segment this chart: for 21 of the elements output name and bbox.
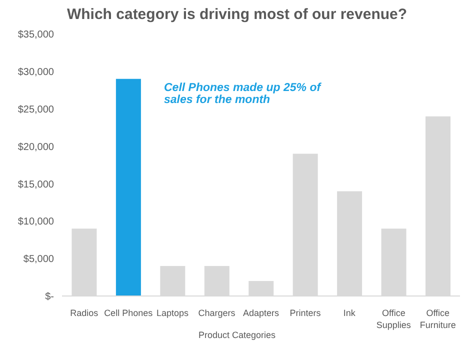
y-tick-label: $30,000 bbox=[18, 66, 54, 78]
x-tick-label: Office Supplies bbox=[376, 308, 412, 330]
y-tick-label: $10,000 bbox=[18, 216, 54, 228]
y-tick-label: $15,000 bbox=[18, 179, 54, 190]
x-tick-label: Adapters bbox=[242, 308, 280, 318]
x-tick-label: Office Furniture bbox=[420, 308, 456, 330]
y-tick-label: $25,000 bbox=[18, 104, 54, 116]
x-tick-label: Ink bbox=[343, 308, 356, 318]
y-tick-label: $20,000 bbox=[18, 142, 54, 153]
x-tick-label: Laptops bbox=[156, 308, 190, 318]
x-tick-label: Cell Phones bbox=[104, 308, 154, 318]
chart-title: Which category is driving most of our revenue? bbox=[66, 6, 408, 23]
y-tick-label: $35,000 bbox=[18, 30, 54, 41]
bar bbox=[116, 78, 141, 296]
x-tick-label: Printers bbox=[290, 308, 322, 318]
x-axis-title: Product Categories bbox=[197, 330, 277, 340]
y-tick-label: $5,000 bbox=[23, 254, 54, 266]
x-tick-label: Radios bbox=[70, 308, 99, 318]
annotation: Cell Phones made up 25% of sales for the month bbox=[164, 82, 322, 106]
y-tick-label: $- bbox=[45, 292, 54, 303]
x-tick-label: Chargers bbox=[198, 308, 236, 318]
